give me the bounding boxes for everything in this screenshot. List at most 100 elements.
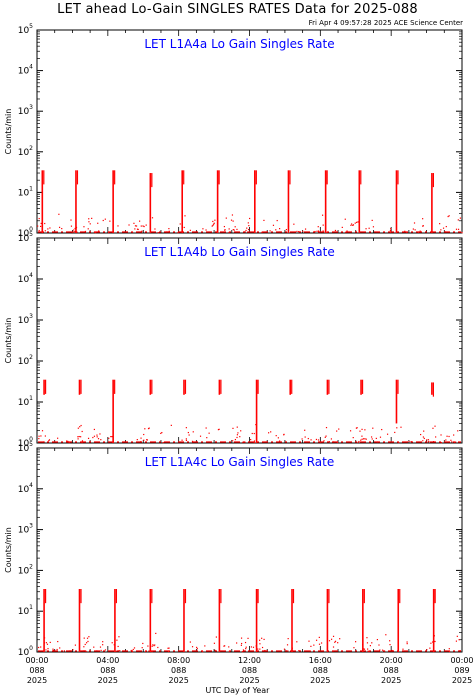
data-point: [365, 228, 367, 230]
data-point: [240, 644, 243, 646]
data-point: [47, 648, 49, 650]
panel-title: LET L1A4b Lo Gain Singles Rate: [144, 245, 335, 259]
generation-timestamp: Fri Apr 4 09:57:28 2025 ACE Science Cent…: [308, 19, 463, 27]
data-point: [228, 228, 230, 230]
data-point: [448, 215, 450, 217]
data-point: [48, 440, 50, 442]
data-point: [304, 228, 307, 230]
data-point: [363, 648, 365, 650]
data-point: [215, 636, 217, 638]
y-axis-label: Counts/min: [4, 109, 13, 155]
data-point: [427, 441, 429, 443]
data-point: [73, 231, 75, 233]
data-point: [244, 650, 246, 652]
data-point: [191, 440, 194, 442]
data-point: [276, 219, 278, 222]
data-point: [133, 222, 135, 224]
data-point: [317, 226, 319, 228]
y-tick-label: 105: [18, 441, 33, 454]
data-point: [87, 437, 90, 439]
data-point: [414, 229, 416, 231]
data-point: [236, 434, 239, 436]
x-tick-label-year: 2025: [452, 676, 472, 685]
data-point: [81, 430, 83, 433]
data-point: [168, 228, 170, 230]
data-point: [269, 230, 271, 232]
data-point: [268, 432, 270, 434]
data-point: [350, 224, 352, 226]
data-point: [402, 648, 404, 650]
data-point: [371, 219, 373, 222]
data-point: [442, 227, 445, 229]
data-point: [453, 434, 455, 436]
data-point: [431, 641, 434, 643]
data-point: [214, 219, 216, 221]
data-point: [381, 428, 383, 431]
data-point: [86, 637, 89, 639]
data-point: [38, 229, 40, 232]
data-point: [139, 220, 141, 222]
y-tick-label: 102: [18, 354, 33, 367]
data-point: [132, 648, 134, 651]
data-point: [93, 428, 95, 431]
data-point: [240, 637, 243, 639]
data-point: [96, 436, 98, 438]
data-point: [39, 225, 42, 227]
data-point: [337, 642, 339, 644]
data-point: [379, 649, 381, 651]
data-point: [223, 225, 226, 228]
x-tick-label-time: 00:00: [450, 656, 473, 665]
data-point: [236, 642, 238, 644]
data-point: [85, 650, 87, 652]
data-point: [404, 230, 406, 232]
data-point: [119, 650, 121, 652]
data-point: [157, 231, 159, 234]
data-point: [379, 436, 382, 438]
data-point: [364, 429, 366, 431]
data-point: [225, 217, 227, 219]
data-point: [58, 213, 60, 215]
data-point: [88, 221, 90, 223]
data-point: [78, 435, 80, 438]
data-point: [152, 644, 154, 646]
data-point: [136, 439, 138, 441]
data-point: [389, 640, 391, 642]
data-point: [426, 649, 428, 651]
data-point: [246, 231, 249, 233]
y-axis-label: Counts/min: [4, 318, 13, 364]
data-point: [263, 638, 265, 641]
data-point: [423, 430, 425, 432]
data-point: [154, 228, 156, 230]
data-point: [296, 230, 298, 233]
data-point: [459, 217, 461, 219]
data-point: [189, 641, 191, 643]
data-point: [240, 430, 242, 432]
data-point: [58, 226, 61, 228]
data-point: [422, 436, 424, 438]
data-point: [361, 428, 363, 430]
data-point: [239, 436, 241, 438]
data-point: [153, 645, 155, 647]
data-point: [360, 439, 362, 441]
data-point: [234, 438, 237, 441]
data-point: [46, 643, 49, 645]
data-point: [317, 230, 320, 232]
data-point: [285, 228, 288, 231]
data-point: [455, 441, 457, 443]
data-point: [357, 221, 359, 223]
data-point: [245, 646, 247, 648]
data-point: [356, 221, 358, 223]
data-point: [228, 646, 230, 648]
data-point: [77, 438, 79, 440]
y-tick-label: 102: [18, 145, 33, 158]
x-tick-label-year: 2025: [168, 676, 188, 685]
data-point: [80, 436, 82, 438]
data-point: [134, 228, 136, 230]
data-point: [208, 432, 210, 434]
data-point: [429, 647, 431, 649]
x-tick-label-year: 2025: [310, 676, 330, 685]
x-tick-label-doy: 088: [242, 666, 257, 675]
y-tick-label: 105: [18, 231, 33, 244]
data-point: [298, 649, 300, 652]
